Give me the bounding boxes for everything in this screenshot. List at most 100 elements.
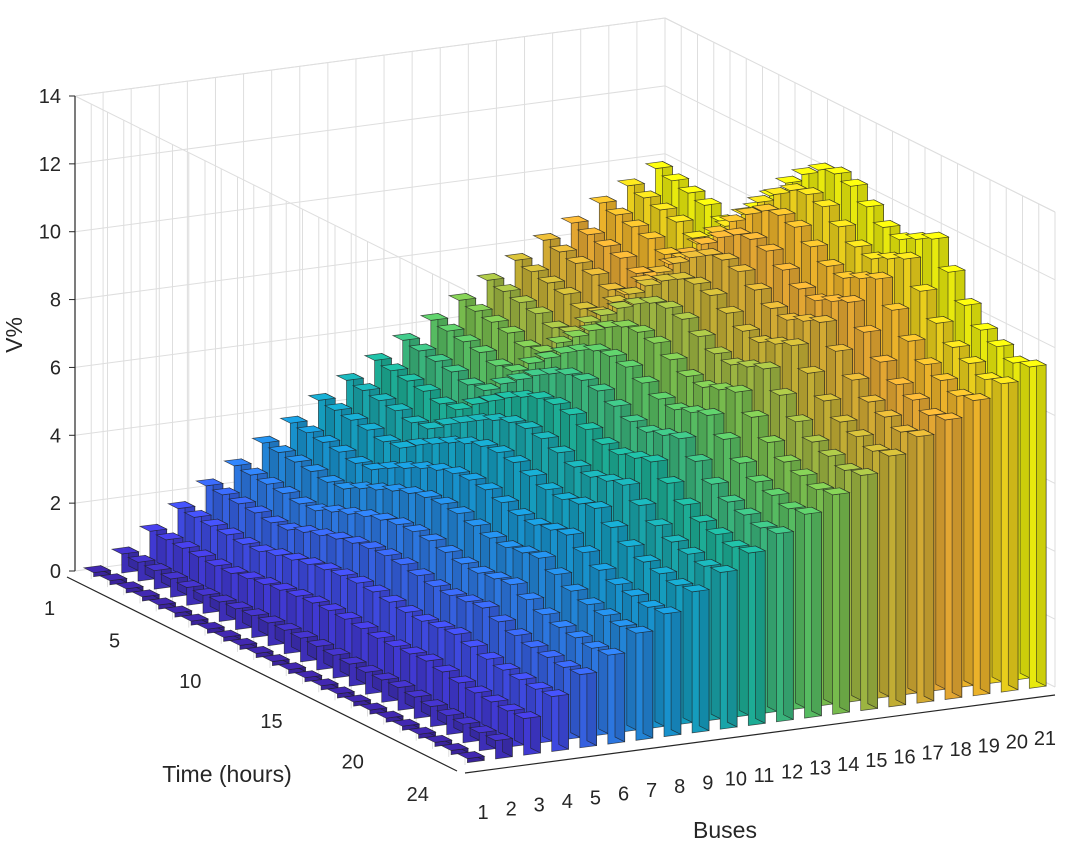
bar-face-top [889, 424, 919, 433]
bar [423, 734, 453, 747]
bar-face-top [504, 253, 534, 261]
bar [115, 581, 145, 594]
bar-face-top [98, 573, 128, 582]
bar-face-top [506, 508, 536, 516]
z-tick-label: 6 [50, 357, 61, 379]
bar-face-top [684, 454, 714, 462]
bar-face-side [755, 545, 766, 724]
bar-face-side [172, 532, 184, 576]
bar-face-top [811, 199, 841, 208]
bar-face-top [115, 581, 145, 590]
bar-face-top [609, 250, 638, 259]
bar [293, 670, 323, 683]
bar-face-top [873, 409, 903, 418]
z-tick-label: 4 [50, 425, 61, 447]
bar-face-top [749, 520, 779, 529]
bar-face-top [301, 595, 331, 604]
bar-face-top [710, 252, 740, 261]
axis-box-edge [74, 95, 466, 291]
bar-face-top [817, 448, 847, 457]
bar-face-top [452, 716, 481, 725]
bar-face-side [867, 467, 878, 709]
bar-face-top [480, 694, 510, 703]
bar [98, 573, 128, 586]
bar-face-top [492, 284, 522, 292]
bar-face-top [523, 517, 553, 526]
bus-tick-label: 9 [702, 772, 713, 794]
bar-face-top [394, 605, 424, 613]
bar-face-top [780, 338, 810, 347]
bar-face-top [418, 533, 448, 542]
bar-face-top [799, 239, 829, 248]
z-tick-label: 14 [39, 86, 61, 108]
bar-face-top [639, 454, 669, 463]
bar-face-top [567, 496, 597, 505]
bar [82, 565, 112, 578]
bar-face-top [626, 324, 656, 333]
bar-face-top [391, 333, 421, 341]
bar-face-side [1036, 359, 1047, 687]
bar-face-top [422, 579, 452, 588]
bar [821, 487, 851, 715]
bar-face-top [508, 295, 538, 304]
bar-face-top [450, 556, 480, 565]
bar-face-top [744, 474, 774, 483]
bar-face-top [474, 482, 504, 491]
bar-face-top [379, 363, 409, 372]
bar-face-top [227, 496, 257, 505]
bar-face-top [403, 689, 433, 698]
bars [66, 160, 1056, 774]
bar-face-top [447, 675, 477, 684]
bar-face-top [727, 264, 757, 273]
bar-face-side [923, 429, 935, 702]
bar-face-side [367, 621, 379, 673]
bar-face-top [880, 302, 910, 311]
bar [934, 412, 963, 700]
bar-face-top [962, 393, 992, 401]
bar-face-top [344, 456, 374, 464]
bar-face-side [795, 501, 806, 709]
bar-face-top [765, 526, 795, 535]
bar-face-top [212, 629, 242, 638]
bar-face-top [240, 608, 270, 617]
bar-face-top [469, 439, 499, 447]
bar-face-top [335, 373, 365, 381]
bar-face-top [696, 408, 726, 416]
bar-face-top [897, 333, 927, 342]
bar [905, 429, 935, 704]
bar-face-top [447, 293, 477, 301]
bar-face-top [192, 587, 221, 596]
bar-face-top [518, 468, 548, 477]
bar-face-top [925, 316, 955, 324]
bar-face-top [252, 577, 282, 585]
bar-face-top [342, 694, 372, 703]
bar-face-top [675, 369, 705, 377]
bar-face-top [484, 358, 514, 367]
bar-face-top [277, 662, 307, 671]
bar-face-top [656, 476, 686, 484]
y-axis-line [66, 576, 458, 772]
bar-face-top [512, 711, 542, 719]
bar-face-top [354, 664, 384, 673]
bar [962, 392, 992, 697]
bus-tick-label: 21 [1034, 728, 1056, 750]
bar-face-top [515, 592, 545, 601]
bar-face-top [644, 518, 674, 527]
bar-face-top [468, 725, 498, 734]
bus-tick-label: 7 [646, 780, 657, 802]
bar-face-top [990, 376, 1020, 385]
bar-face-top [743, 282, 773, 291]
bar [391, 718, 421, 731]
time-tick-label: 1 [44, 598, 55, 620]
bar-face-top [849, 468, 879, 476]
bar-face-top [755, 243, 785, 252]
bar-face-top [558, 407, 588, 416]
bar [419, 699, 449, 727]
bar [440, 742, 470, 756]
bar-face-top [159, 571, 189, 580]
bar-face-top [484, 733, 514, 741]
bar [737, 545, 767, 726]
time-tick-label: 20 [342, 752, 364, 774]
time-axis-title: Time (hours) [162, 761, 292, 787]
